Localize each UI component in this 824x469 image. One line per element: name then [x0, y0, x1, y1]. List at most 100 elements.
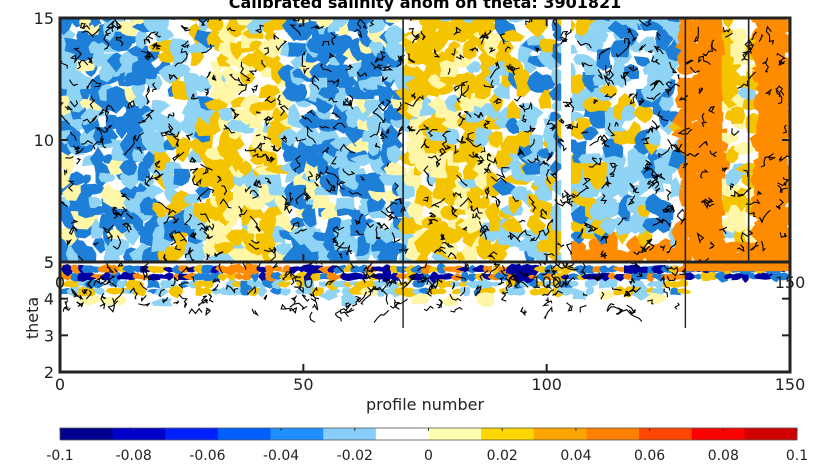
- contour-line: [404, 95, 424, 107]
- contour-line: [593, 272, 603, 283]
- contour-line: [636, 271, 643, 278]
- contour-fill-patch: [317, 265, 331, 274]
- contour-fill-patch: [506, 100, 524, 120]
- contour-line: [294, 155, 301, 173]
- contour-fill-patch: [345, 141, 366, 153]
- contour-fill-patch: [309, 62, 332, 79]
- contour-line: [546, 168, 552, 185]
- contour-line: [284, 201, 291, 212]
- contour-fill-patch: [89, 18, 100, 28]
- contour-line: [549, 170, 558, 180]
- contour-line: [81, 140, 93, 145]
- contour-fill-patch: [484, 202, 500, 227]
- contour-fill-patch: [519, 171, 536, 182]
- contour-fill-patch: [341, 293, 359, 308]
- contour-line: [331, 111, 341, 119]
- contour-fill-patch: [457, 175, 482, 188]
- contour-line: [184, 252, 195, 262]
- x-tick-label: 50: [293, 375, 313, 394]
- contour-fill-patch: [456, 19, 482, 31]
- contour-line: [126, 212, 134, 220]
- contour-line: [534, 155, 540, 162]
- contour-line: [577, 228, 584, 239]
- contour-line: [115, 35, 124, 47]
- contour-line: [271, 145, 282, 152]
- contour-line: [389, 298, 408, 309]
- contour-line: [559, 36, 568, 45]
- contour-line: [204, 87, 210, 96]
- contour-fill-patch: [249, 114, 262, 129]
- contour-line: [517, 146, 525, 157]
- contour-line: [557, 242, 565, 248]
- contour-fill-patch: [155, 27, 175, 44]
- contour-line: [562, 98, 573, 104]
- contour-line: [520, 306, 527, 317]
- contour-fill-patch: [482, 265, 493, 273]
- contour-fill-patch: [187, 41, 209, 54]
- contour-fill-patch: [377, 84, 396, 108]
- contour-line: [82, 28, 101, 38]
- contour-line: [325, 279, 336, 286]
- lower-panel: [60, 262, 790, 372]
- contour-line: [249, 190, 260, 199]
- contour-line: [342, 98, 352, 106]
- contour-line: [670, 144, 686, 155]
- contour-line: [154, 160, 161, 168]
- contour-fill-patch: [261, 96, 278, 111]
- colorbar-tick-label: -0.08: [116, 448, 152, 464]
- contour-line: [158, 288, 166, 297]
- contour-line: [615, 310, 623, 315]
- contour-line: [552, 290, 564, 296]
- contour-fill-patch: [250, 264, 262, 275]
- contour-fill-patch: [612, 266, 628, 273]
- contour-line: [528, 195, 537, 212]
- contour-line: [255, 111, 261, 114]
- contour-line: [250, 239, 260, 245]
- contour-line: [181, 40, 190, 49]
- y-tick-label: 10: [34, 131, 54, 150]
- contour-fill-patch: [436, 288, 447, 295]
- contour-line: [105, 104, 115, 112]
- contour-line: [461, 85, 469, 98]
- contour-fill-patch: [248, 47, 268, 67]
- contour-fill-patch: [334, 197, 355, 211]
- contour-line: [782, 124, 788, 134]
- contour-line: [542, 300, 553, 307]
- contour-line: [549, 124, 556, 130]
- contour-line: [248, 69, 257, 76]
- x-tick-label: 150: [775, 375, 806, 394]
- contour-line: [701, 112, 707, 127]
- contour-line: [749, 241, 759, 251]
- contour-line: [454, 80, 468, 92]
- contour-fill-patch: [285, 170, 301, 183]
- contour-line: [628, 93, 635, 99]
- contour-line: [281, 195, 293, 215]
- contour-fill-patch: [169, 38, 192, 63]
- contour-fill-patch: [521, 160, 544, 175]
- contour-line: [666, 275, 676, 282]
- contour-line: [583, 292, 588, 297]
- contour-fill-patch: [528, 134, 543, 155]
- contour-fill-patch: [92, 236, 107, 254]
- contour-line: [632, 285, 641, 294]
- colorbar-tick-label: 0: [424, 448, 433, 464]
- contour-fill-patch: [526, 214, 547, 236]
- contour-fill-patch: [436, 263, 446, 274]
- contour-line: [164, 123, 176, 136]
- y-tick-label: 4: [44, 290, 54, 309]
- contour-line: [384, 277, 392, 287]
- contour-line: [643, 159, 653, 170]
- contour-fill-patch: [615, 217, 633, 236]
- contour-fill-patch: [648, 249, 672, 262]
- contour-fill-patch: [320, 202, 340, 220]
- contour-fill-patch: [290, 216, 307, 228]
- colorbar-segment: [691, 428, 745, 440]
- colorbar-segment: [533, 428, 587, 440]
- contour-fill-patch: [560, 273, 570, 280]
- contour-line: [373, 273, 380, 283]
- contour-line: [277, 94, 282, 105]
- contour-line: [199, 213, 211, 223]
- contour-fill-patch: [568, 280, 579, 287]
- colorbar-segment: [744, 428, 798, 440]
- contour-line: [369, 19, 375, 27]
